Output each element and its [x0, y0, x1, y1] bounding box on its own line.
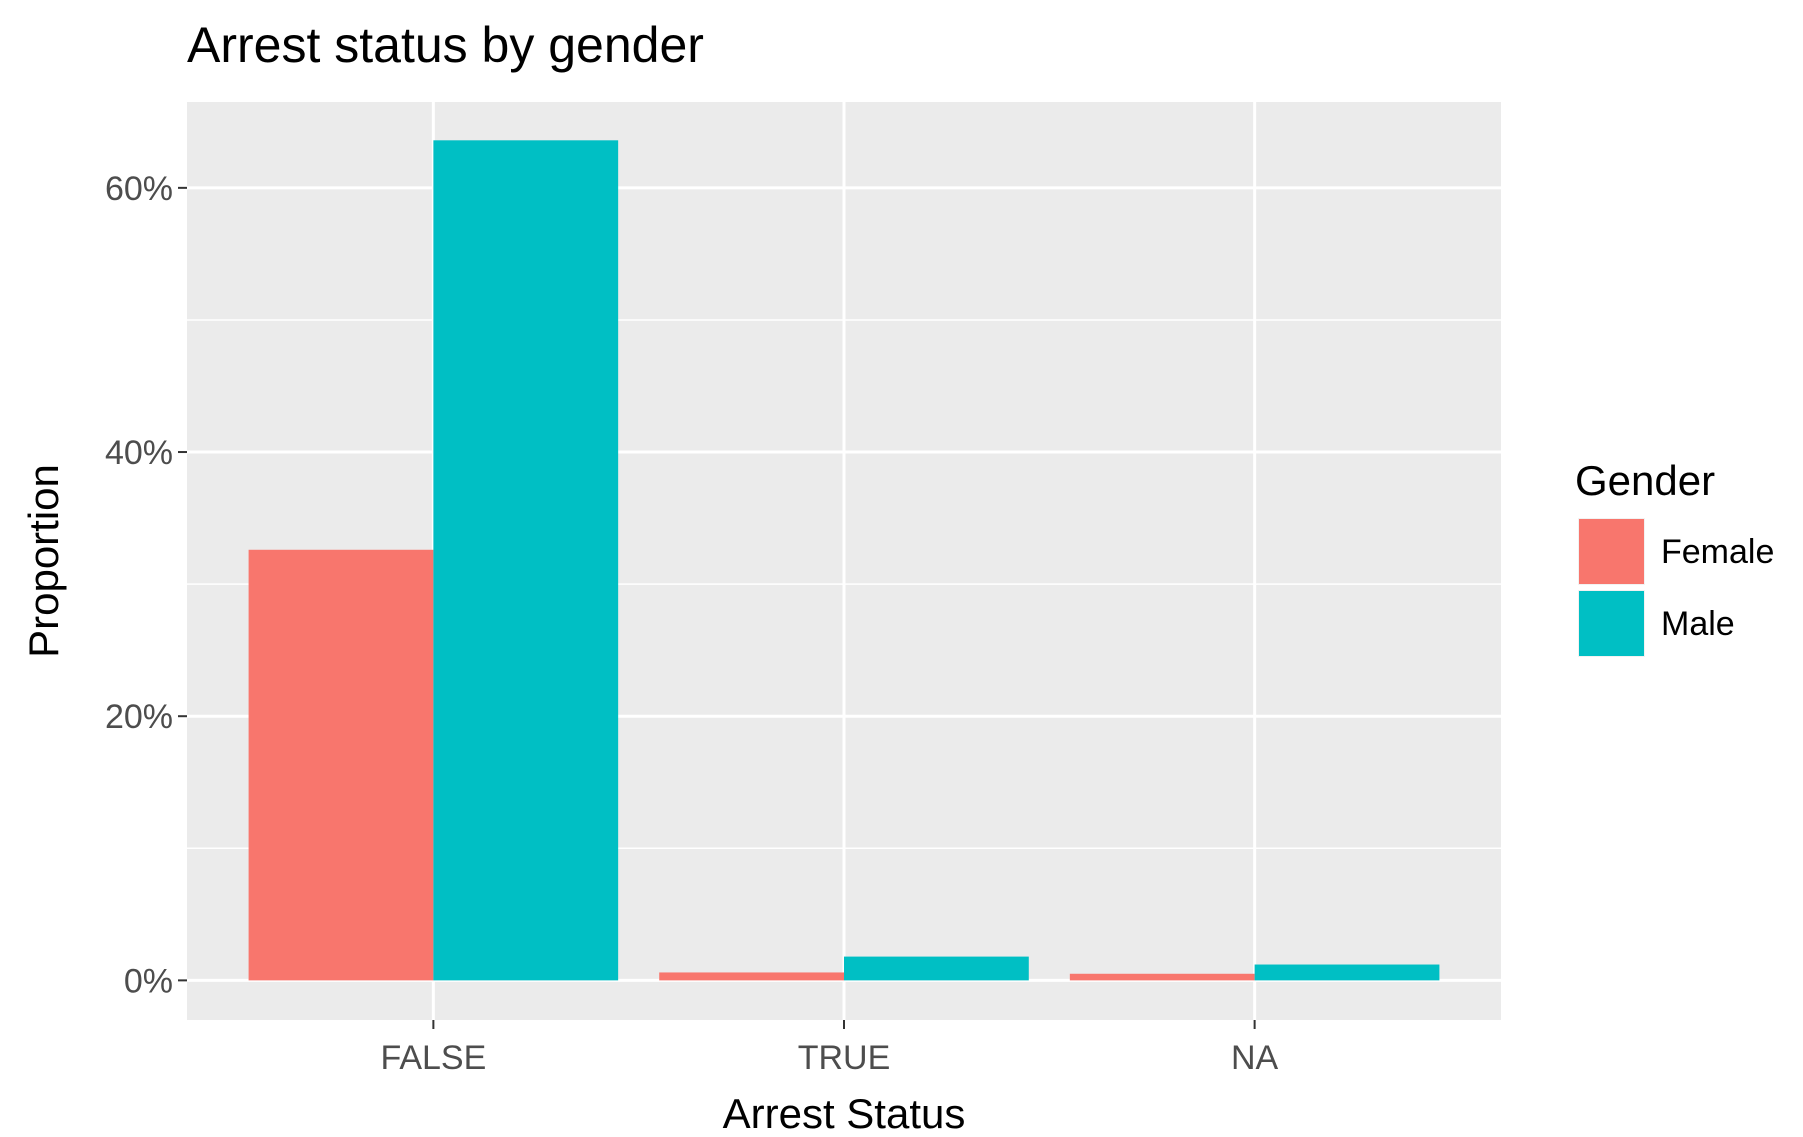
- x-axis: FALSE TRUE NA: [380, 1020, 1279, 1077]
- bar-male-false: [433, 140, 619, 981]
- x-tick-label: TRUE: [798, 1039, 891, 1077]
- bar-female-na: [1069, 973, 1255, 981]
- legend: Gender Female Male: [1575, 457, 1774, 657]
- bars: [248, 140, 1440, 981]
- y-axis-title: Proportion: [20, 464, 67, 658]
- legend-label-male: Male: [1661, 605, 1735, 643]
- x-axis-title: Arrest Status: [723, 1090, 966, 1137]
- y-tick-label: 60%: [105, 170, 173, 208]
- y-tick-label: 40%: [105, 434, 173, 472]
- bar-female-false: [248, 549, 434, 981]
- y-axis: 0% 20% 40% 60%: [105, 170, 187, 1000]
- x-tick-label: FALSE: [380, 1039, 486, 1077]
- legend-swatch-female: [1579, 519, 1644, 584]
- chart-title: Arrest status by gender: [187, 17, 704, 73]
- legend-title: Gender: [1575, 457, 1715, 504]
- legend-label-female: Female: [1661, 533, 1774, 571]
- x-tick-label: NA: [1231, 1039, 1279, 1077]
- bar-male-true: [844, 956, 1029, 981]
- y-tick-label: 0%: [124, 962, 173, 1000]
- y-tick-label: 20%: [105, 698, 173, 736]
- legend-swatch-male: [1579, 591, 1644, 656]
- legend-keys: Female Male: [1578, 518, 1774, 657]
- bar-male-na: [1254, 964, 1440, 981]
- bar-female-true: [659, 972, 844, 981]
